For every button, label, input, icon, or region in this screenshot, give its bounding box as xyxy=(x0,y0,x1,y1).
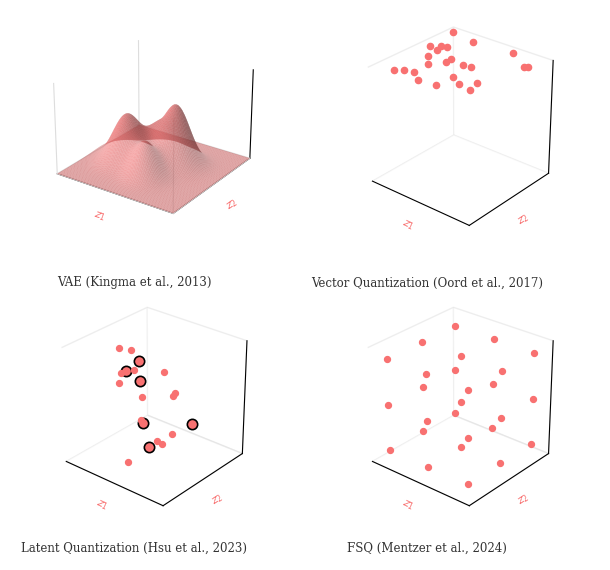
X-axis label: $z_1$: $z_1$ xyxy=(400,217,416,233)
X-axis label: $z_1$: $z_1$ xyxy=(92,209,107,224)
Y-axis label: $z_2$: $z_2$ xyxy=(515,491,532,508)
Y-axis label: $z_2$: $z_2$ xyxy=(515,211,532,227)
Y-axis label: $z_2$: $z_2$ xyxy=(209,491,226,508)
Text: Latent Quantization (Hsu et al., 2023): Latent Quantization (Hsu et al., 2023) xyxy=(21,542,247,555)
Text: Vector Quantization (Oord et al., 2017): Vector Quantization (Oord et al., 2017) xyxy=(311,276,543,290)
Y-axis label: $z_2$: $z_2$ xyxy=(224,197,241,213)
Text: FSQ (Mentzer et al., 2024): FSQ (Mentzer et al., 2024) xyxy=(347,542,507,555)
X-axis label: $z_1$: $z_1$ xyxy=(400,497,416,513)
Text: VAE (Kingma et al., 2013): VAE (Kingma et al., 2013) xyxy=(57,276,212,290)
X-axis label: $z_1$: $z_1$ xyxy=(94,497,110,513)
